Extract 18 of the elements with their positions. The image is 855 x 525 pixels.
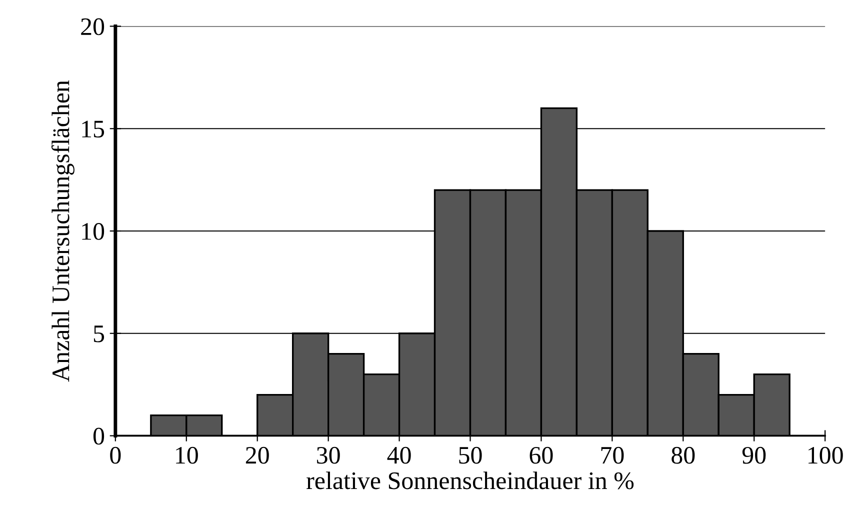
y-axis-title: Anzahl Untersuchungsflächen [51,80,74,382]
x-tick-label: 90 [742,446,766,464]
x-tick-label: 100 [808,446,843,464]
x-tick-label: 40 [387,446,411,464]
y-tick-label: 0 [93,428,104,445]
x-tick-label: 20 [246,446,269,464]
x-tick-label: 30 [317,446,340,464]
x-tick-label: 80 [672,446,695,464]
x-tick-label: 50 [459,446,482,464]
x-tick-label: 10 [176,446,198,464]
x-axis-title: relative Sonnenscheindauer in % [306,472,634,490]
y-tick-label: 5 [94,326,104,342]
x-tick-label: 60 [530,446,553,464]
x-tick-label: 0 [110,446,121,464]
y-tick-label: 15 [82,120,104,138]
x-tick-label: 70 [601,446,624,464]
y-tick-label: 10 [82,223,104,240]
y-tick-label: 20 [81,18,104,36]
